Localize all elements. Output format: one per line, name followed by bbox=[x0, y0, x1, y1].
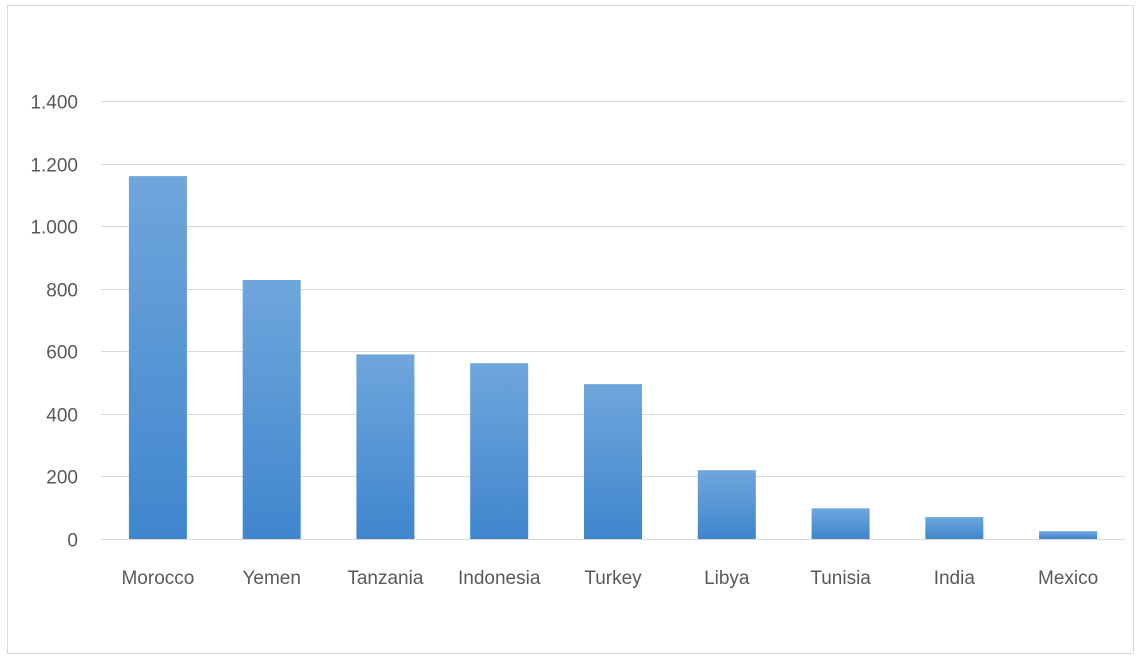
y-axis-ticks: 0 200 400 600 800 1.000 1.200 1.400 bbox=[30, 93, 78, 552]
y-tick-label: 200 bbox=[46, 468, 78, 489]
bar-tunisia bbox=[811, 508, 870, 539]
y-tick-label: 1.400 bbox=[30, 93, 78, 114]
bar-morocco bbox=[128, 176, 187, 539]
x-tick-label: Tunisia bbox=[810, 568, 871, 589]
chart-frame bbox=[7, 5, 1134, 654]
y-tick-label: 1.200 bbox=[30, 156, 78, 177]
x-tick-label: Yemen bbox=[242, 568, 300, 589]
y-tick-label: 400 bbox=[46, 406, 78, 427]
y-tick-label: 800 bbox=[46, 281, 78, 302]
y-tick-label: 600 bbox=[46, 343, 78, 364]
bar-mexico bbox=[1039, 531, 1098, 539]
x-tick-label: Indonesia bbox=[458, 568, 541, 589]
bar-yemen bbox=[242, 280, 301, 539]
bar-tanzania bbox=[356, 354, 415, 539]
y-tick-label: 1.000 bbox=[30, 218, 78, 239]
y-tick-label: 0 bbox=[67, 531, 78, 552]
bars bbox=[128, 176, 1098, 539]
x-axis-ticks: Morocco Yemen Tanzania Indonesia Turkey Libya… bbox=[121, 568, 1098, 589]
bar-india bbox=[925, 517, 984, 539]
bar-turkey bbox=[584, 384, 642, 539]
x-tick-label: Tanzania bbox=[347, 568, 423, 589]
x-tick-label: Libya bbox=[704, 568, 750, 589]
bar-indonesia bbox=[470, 363, 529, 539]
x-tick-label: Morocco bbox=[121, 568, 194, 589]
x-tick-label: India bbox=[934, 568, 976, 589]
x-tick-label: Turkey bbox=[584, 568, 642, 589]
bar-libya bbox=[697, 470, 756, 539]
x-tick-label: Mexico bbox=[1038, 568, 1098, 589]
